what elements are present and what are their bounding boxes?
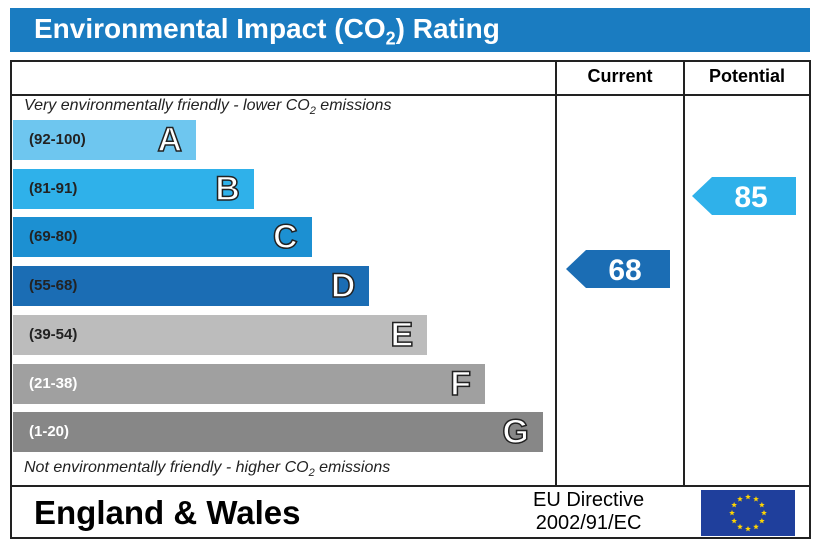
band: (1-20) G [13, 412, 543, 453]
band: (21-38) F [13, 363, 485, 404]
band: (81-91) B [13, 168, 254, 209]
current-value: 68 [608, 254, 641, 287]
potential-arrow [692, 177, 796, 215]
note-sub: 2 [309, 105, 316, 118]
potential-value: 85 [734, 181, 767, 214]
band-range: (69-80) [29, 228, 78, 246]
note-text: emissions [315, 97, 392, 114]
title: Environmental Impact (CO2) Rating [34, 13, 500, 50]
star [745, 526, 751, 532]
star [729, 510, 735, 516]
band-letter: D [330, 266, 356, 306]
bottom-note: Not environmentally friendly - higher CO… [24, 459, 390, 479]
band-letter: F [449, 364, 471, 404]
note-sub: 2 [308, 467, 315, 480]
column-header: Current [587, 66, 653, 86]
top-note: Very environmentally friendly - lower CO… [24, 97, 391, 117]
note-text: Very environmentally friendly - lower CO [24, 97, 310, 114]
title-sub: 2 [385, 28, 396, 49]
star [737, 523, 743, 530]
band: (55-68) D [13, 266, 370, 307]
band-range: (39-54) [29, 325, 78, 343]
directive-line: EU Directive [533, 489, 645, 511]
column-header: Potential [708, 66, 785, 86]
directive-line: 2002/91/EC [535, 512, 642, 534]
star [761, 510, 767, 516]
title-text: ) Rating [395, 13, 500, 44]
band-range: (92-100) [29, 131, 86, 148]
band-letter: A [157, 120, 183, 160]
region: England & Wales [34, 494, 301, 531]
star [759, 518, 765, 524]
title-text: Environmental Impact (CO [34, 13, 386, 44]
band-letter: B [214, 169, 240, 209]
band-range: (21-38) [29, 374, 78, 392]
divider [10, 94, 810, 96]
star [731, 518, 737, 524]
star [731, 502, 737, 508]
star [753, 496, 759, 502]
title-bar: Environmental Impact (CO2) Rating [10, 8, 810, 52]
band-letter: G [502, 412, 530, 452]
flag-stars [729, 494, 767, 532]
footer-frame [10, 485, 811, 539]
frame [10, 60, 811, 487]
star [737, 496, 743, 502]
band-range: (81-91) [29, 179, 78, 197]
band: (92-100) A [13, 120, 196, 160]
note-text: emissions [314, 459, 391, 476]
current-arrow [566, 250, 670, 288]
star [753, 523, 759, 530]
band: (69-80) C [13, 217, 312, 258]
star [745, 494, 751, 500]
band-letter: E [390, 315, 414, 355]
star [759, 502, 765, 508]
divider [555, 60, 557, 485]
band-letter: C [272, 218, 298, 258]
band-range: (1-20) [29, 423, 70, 441]
band-range: (55-68) [29, 277, 78, 295]
band: (39-54) E [13, 314, 428, 355]
directive: EU Directive 2002/91/EC [533, 489, 644, 535]
divider [683, 60, 685, 485]
note-text: Not environmentally friendly - higher CO [24, 459, 309, 476]
